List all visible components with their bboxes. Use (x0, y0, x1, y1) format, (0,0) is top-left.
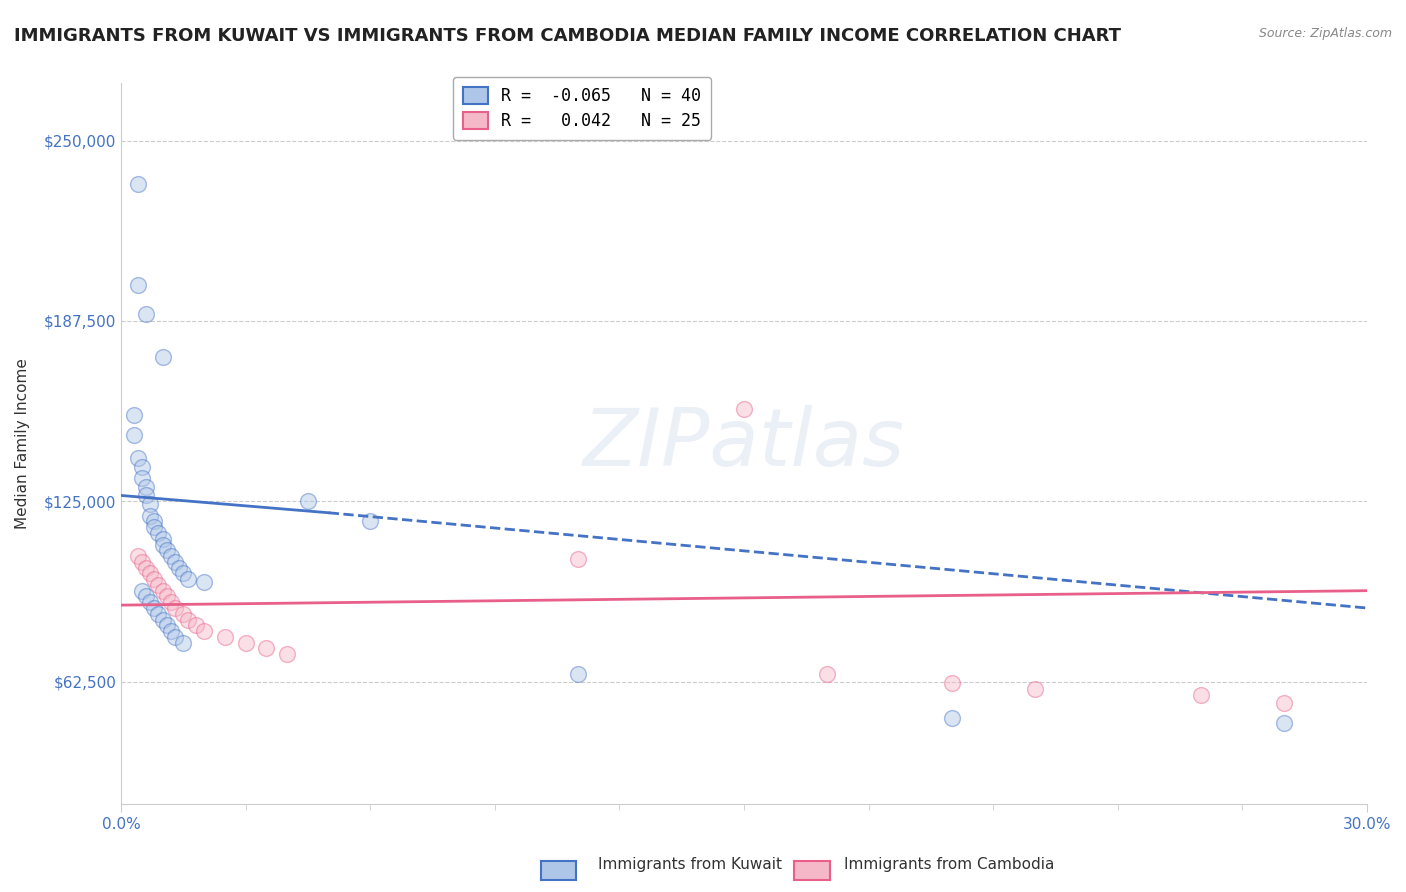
Point (135, 307, 157, 321)
Point (127, 277, 149, 292)
Point (139, 508, 162, 523)
Point (143, 515, 166, 529)
Point (214, 630, 236, 644)
Point (176, 572, 198, 586)
Point (143, 572, 166, 586)
Point (131, 583, 153, 598)
Point (235, 635, 257, 649)
Point (135, 560, 157, 574)
Point (359, 515, 381, 529)
Point (152, 583, 174, 598)
Point (135, 480, 157, 494)
Point (276, 647, 298, 661)
Point (122, 408, 145, 422)
Point (127, 450, 149, 465)
Point (256, 641, 278, 656)
Point (1024, 681, 1046, 696)
Point (1189, 688, 1212, 702)
Point (135, 488, 157, 502)
Point (1272, 696, 1295, 710)
Point (152, 350, 174, 364)
Point (165, 555, 187, 569)
Point (1272, 716, 1295, 731)
Point (567, 667, 589, 681)
Point (184, 618, 207, 632)
Point (131, 471, 153, 485)
Text: Immigrants from Kuwait: Immigrants from Kuwait (598, 857, 782, 872)
Point (297, 494, 319, 508)
Point (176, 613, 198, 627)
Text: IMMIGRANTS FROM KUWAIT VS IMMIGRANTS FROM CAMBODIA MEDIAN FAMILY INCOME CORRELAT: IMMIGRANTS FROM KUWAIT VS IMMIGRANTS FRO… (14, 27, 1121, 45)
Point (139, 595, 162, 609)
Point (165, 630, 187, 644)
Point (193, 574, 215, 589)
Point (131, 459, 153, 474)
Point (148, 526, 170, 541)
Point (160, 624, 183, 638)
Point (733, 401, 755, 416)
Point (152, 532, 174, 546)
Point (815, 667, 838, 681)
Point (941, 676, 963, 690)
Point (172, 566, 194, 581)
Point (160, 549, 183, 563)
Point (139, 497, 162, 511)
Text: Immigrants from Cambodia: Immigrants from Cambodia (844, 857, 1054, 872)
Point (127, 549, 149, 563)
Point (143, 520, 166, 534)
Point (127, 177, 149, 191)
Point (152, 613, 174, 627)
Point (152, 537, 174, 551)
Point (131, 555, 153, 569)
Point (148, 607, 170, 621)
Point (172, 635, 194, 649)
Point (941, 711, 963, 725)
Point (160, 595, 183, 609)
Point (167, 560, 190, 574)
Point (143, 601, 166, 615)
Text: Source: ZipAtlas.com: Source: ZipAtlas.com (1258, 27, 1392, 40)
Point (135, 590, 157, 604)
Legend: R =  -0.065   N = 40, R =   0.042   N = 25: R = -0.065 N = 40, R = 0.042 N = 25 (453, 77, 711, 140)
Point (172, 607, 194, 621)
Point (156, 543, 179, 558)
Point (139, 566, 162, 581)
Text: ZIPatlas: ZIPatlas (583, 405, 905, 483)
Point (156, 618, 179, 632)
Point (148, 578, 170, 592)
Point (193, 624, 215, 638)
Point (122, 428, 145, 442)
Point (165, 601, 187, 615)
Y-axis label: Median Family Income: Median Family Income (15, 358, 30, 529)
Point (156, 590, 179, 604)
Point (567, 552, 589, 566)
